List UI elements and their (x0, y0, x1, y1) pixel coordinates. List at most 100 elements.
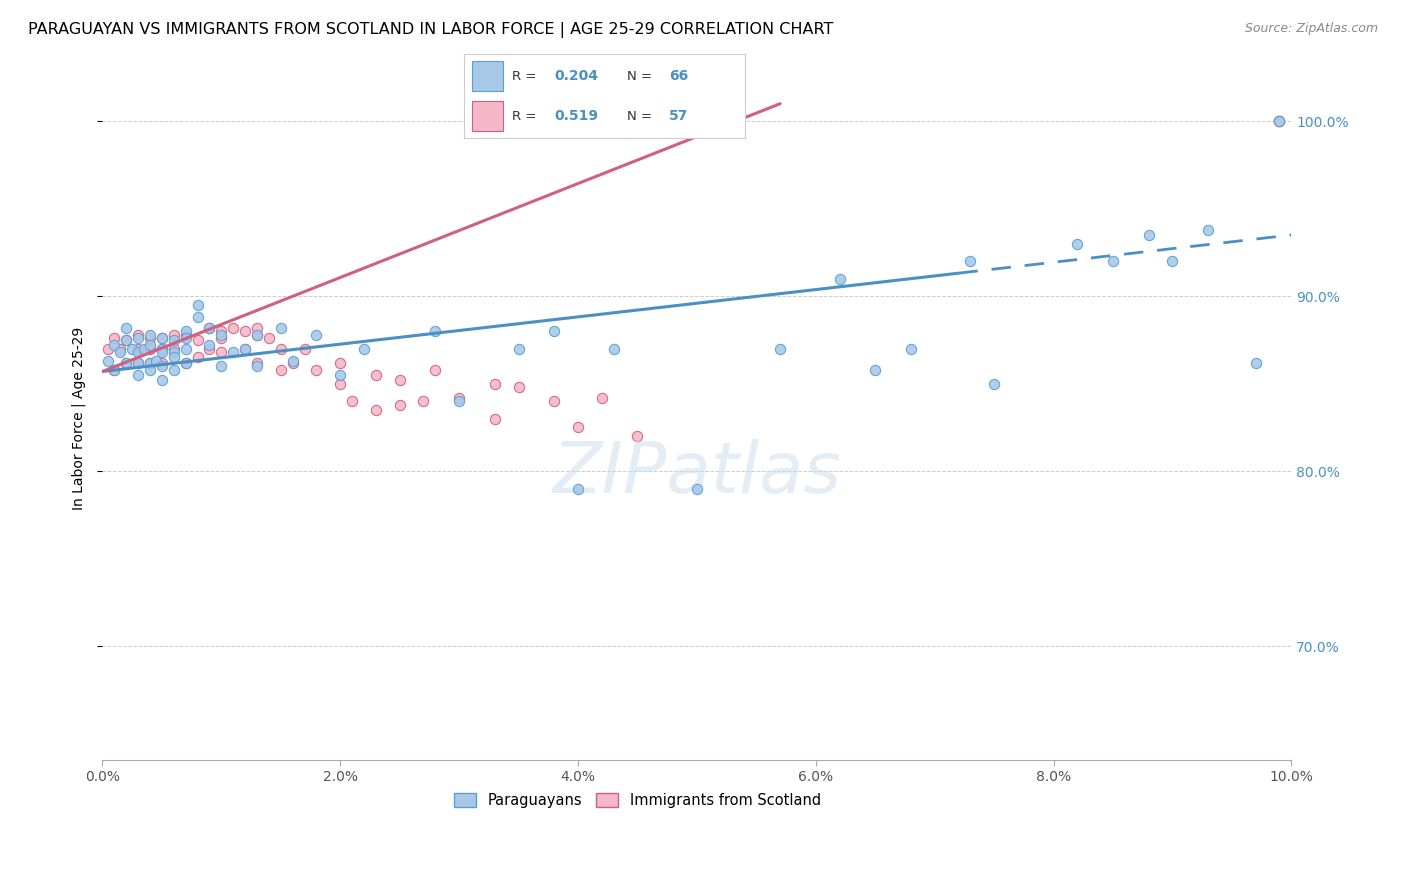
Point (246, 359, 269, 374)
Point (1197, 223, 1219, 237)
Point (127, 356, 149, 370)
Point (543, 394, 565, 409)
Point (828, 271, 851, 285)
Point (270, 342, 292, 356)
Point (329, 368, 352, 382)
Point (543, 324, 565, 338)
Point (1102, 254, 1125, 268)
Point (163, 333, 186, 347)
Point (626, 429, 648, 443)
Y-axis label: In Labor Force | Age 25-29: In Labor Force | Age 25-29 (72, 327, 86, 510)
Point (1268, 114, 1291, 128)
Point (281, 356, 304, 370)
Point (174, 327, 197, 342)
Point (294, 342, 316, 356)
Point (329, 356, 352, 370)
Point (959, 254, 981, 268)
Point (103, 362, 125, 376)
Point (139, 342, 162, 356)
Point (186, 298, 208, 312)
Point (97, 342, 120, 356)
Point (97, 354, 120, 368)
Point (425, 362, 447, 376)
Point (449, 391, 471, 405)
Point (388, 373, 411, 387)
Point (163, 351, 186, 365)
Point (222, 345, 245, 359)
Point (449, 394, 471, 409)
Point (163, 327, 186, 342)
Point (150, 356, 173, 370)
Point (139, 362, 162, 376)
Point (110, 345, 132, 359)
Point (508, 342, 530, 356)
Point (388, 398, 411, 412)
Point (163, 345, 186, 359)
Point (174, 324, 197, 338)
Point (246, 356, 269, 370)
Point (270, 362, 292, 376)
Point (186, 333, 208, 347)
Point (115, 333, 138, 347)
Point (103, 362, 125, 376)
Point (150, 331, 173, 345)
Point (115, 356, 138, 370)
Point (150, 359, 173, 374)
Point (209, 324, 232, 338)
Point (591, 391, 613, 405)
Point (115, 333, 138, 347)
Text: 0.519: 0.519 (554, 109, 598, 123)
Point (139, 327, 162, 342)
Point (198, 338, 221, 352)
Point (412, 394, 434, 409)
Point (174, 331, 197, 345)
Point (150, 345, 173, 359)
Point (353, 342, 375, 356)
Text: ZIPatlas: ZIPatlas (553, 439, 841, 508)
Point (103, 338, 125, 352)
Point (198, 320, 221, 334)
Point (305, 327, 328, 342)
Point (150, 331, 173, 345)
Point (364, 403, 387, 417)
Text: 66: 66 (669, 70, 689, 83)
Point (508, 380, 530, 394)
Point (121, 342, 143, 356)
Point (1268, 114, 1291, 128)
Legend: Paraguayans, Immigrants from Scotland: Paraguayans, Immigrants from Scotland (449, 788, 827, 814)
Point (1137, 227, 1160, 242)
Point (115, 356, 138, 370)
Point (246, 320, 269, 334)
Point (127, 342, 149, 356)
Point (139, 338, 162, 352)
Text: R =: R = (512, 70, 540, 83)
Point (246, 327, 269, 342)
Point (209, 359, 232, 374)
Point (567, 482, 589, 496)
Text: N =: N = (627, 70, 657, 83)
Point (127, 345, 149, 359)
Point (150, 342, 173, 356)
Point (186, 310, 208, 325)
Point (364, 368, 387, 382)
Point (1161, 254, 1184, 268)
Point (425, 324, 447, 338)
Point (329, 376, 352, 391)
Point (281, 354, 304, 368)
Point (127, 356, 149, 370)
Point (686, 482, 709, 496)
Point (233, 342, 256, 356)
Text: N =: N = (627, 110, 657, 123)
Point (1066, 236, 1088, 251)
Point (174, 356, 197, 370)
Point (983, 376, 1005, 391)
Point (769, 342, 792, 356)
Point (186, 351, 208, 365)
Point (110, 342, 132, 356)
Text: R =: R = (512, 110, 540, 123)
Point (484, 376, 506, 391)
Point (340, 394, 363, 409)
Point (222, 320, 245, 334)
Point (150, 373, 173, 387)
Point (209, 331, 232, 345)
